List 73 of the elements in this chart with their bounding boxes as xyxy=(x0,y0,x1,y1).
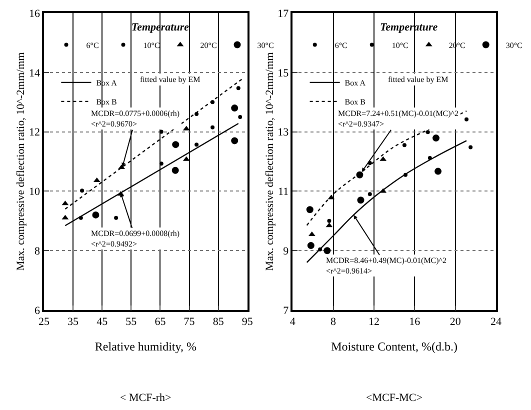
point xyxy=(231,137,238,144)
y-tick-label: 13 xyxy=(278,126,290,139)
y-tick-label: 17 xyxy=(278,8,290,20)
legend-label: 10°C xyxy=(392,40,408,50)
text: <MCF-MC> xyxy=(366,392,422,404)
legend-label: 10°C xyxy=(143,40,160,50)
point xyxy=(426,130,430,134)
x-tick-label: 4 xyxy=(290,316,296,328)
annotation: MCDR=0.0775+0.0006(rh) <r^2=0.9670> xyxy=(91,109,180,128)
point xyxy=(231,104,238,112)
point xyxy=(368,192,372,196)
y-tick-label: 11 xyxy=(278,186,289,198)
point xyxy=(80,188,84,193)
x-tick-label: 25 xyxy=(38,316,50,328)
annotation: fitted value by EM xyxy=(388,75,448,84)
y-tick-label: 8 xyxy=(34,245,41,258)
point xyxy=(402,143,406,148)
y-tick-label: 15 xyxy=(278,67,290,80)
point xyxy=(159,130,164,134)
point xyxy=(114,216,118,220)
point xyxy=(324,247,331,254)
legend-label: Box B xyxy=(344,98,366,107)
point xyxy=(432,134,440,142)
x-tick-label: 16 xyxy=(409,316,421,328)
point xyxy=(434,168,442,175)
x-tick-label: 75 xyxy=(184,316,196,328)
annotation: MCDR=8.46+0.49(MC)-0.01(MC)^2 <r^2=0.9614> xyxy=(326,256,447,276)
point xyxy=(194,142,199,147)
point xyxy=(92,211,100,218)
annotation: MCDR=7.24+0.51(MC)-0.01(MC)^2 <r^2=0.9347> xyxy=(338,109,459,128)
y-axis-title: Max. compressive deflection ratio, 10^-2mm/mm xyxy=(264,52,276,271)
x-tick-label: 24 xyxy=(490,316,502,328)
y-tick-label: 16 xyxy=(29,8,41,20)
point xyxy=(468,145,473,150)
text: < MCF-rh> xyxy=(120,392,172,404)
legend-label: 30°C xyxy=(257,40,274,50)
x-tick-label: 12 xyxy=(368,316,380,328)
point xyxy=(327,218,332,223)
y-tick-label: 10 xyxy=(29,186,41,198)
point xyxy=(194,112,199,116)
point xyxy=(159,162,164,166)
x-tick-label: 85 xyxy=(212,316,224,328)
y-tick-label: 14 xyxy=(29,67,41,80)
x-axis-title: Relative humidity, % xyxy=(94,339,196,354)
point xyxy=(306,206,314,214)
legend-label: 30°C xyxy=(506,40,522,50)
annotation: fitted value by EM xyxy=(140,75,200,84)
legend-label: 20°C xyxy=(200,40,217,50)
x-tick-label: 65 xyxy=(154,316,166,328)
annotation: MCDR=0.0699+0.0008(rh) <r^2=0.9492> xyxy=(91,229,180,248)
point xyxy=(172,166,179,174)
point xyxy=(210,125,215,130)
x-tick-label: 35 xyxy=(68,316,80,328)
point xyxy=(236,86,240,90)
point xyxy=(172,141,180,148)
y-tick-label: 9 xyxy=(283,245,290,258)
point xyxy=(357,196,364,204)
x-tick-label: 45 xyxy=(96,316,108,328)
point xyxy=(464,117,469,122)
point xyxy=(307,242,314,250)
point xyxy=(238,114,242,119)
x-tick-label: 95 xyxy=(242,316,254,328)
legend-label: 6°C xyxy=(334,40,348,50)
y-tick-label: 6 xyxy=(34,304,41,317)
y-tick-label: 12 xyxy=(29,126,40,139)
y-tick-label: 7 xyxy=(283,304,290,317)
x-tick-label: 20 xyxy=(450,316,462,328)
legend-label: 6°C xyxy=(86,40,99,50)
x-tick-label: 8 xyxy=(330,316,337,328)
x-axis-title: Moisture Content, %(d.b.) xyxy=(331,339,458,354)
y-axis-title: Max. compressive deflection ratio, 10^-2mm/mm xyxy=(15,52,28,271)
x-tick-label: 55 xyxy=(126,316,138,328)
legend-label: Box A xyxy=(344,78,366,88)
